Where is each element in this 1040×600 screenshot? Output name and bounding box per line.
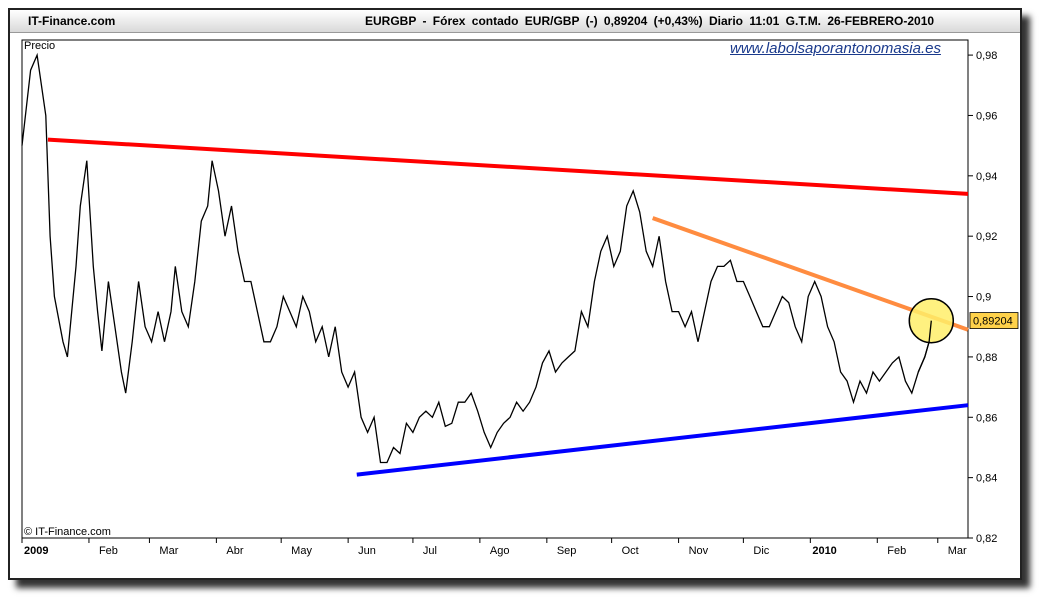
price-chart: Precio © IT-Finance.com 0,82 0,84 0,86 0,88 0,… xyxy=(21,39,1019,557)
y-tick-label: 0,84 xyxy=(976,473,997,485)
x-tick-label: Feb xyxy=(887,545,906,557)
watermark-link[interactable]: www.labolsaporantonomasia.es xyxy=(730,40,941,57)
x-tick-label: Oct xyxy=(622,545,639,557)
x-tick-label: Mar xyxy=(159,545,178,557)
x-tick-label: May xyxy=(291,545,312,557)
x-tick-label: Nov xyxy=(689,545,709,557)
x-tick-label: Abr xyxy=(226,545,243,557)
chart-header: IT-Finance.com EURGBP - Fórex contado EU… xyxy=(10,10,1020,33)
support-trendline xyxy=(356,403,969,477)
x-tick-label: Sep xyxy=(557,545,577,557)
x-tick-label: Jul xyxy=(423,545,437,557)
quote-summary: EURGBP - Fórex contado EUR/GBP (-) 0,892… xyxy=(365,14,935,28)
plot-area xyxy=(21,39,969,539)
last-price-label: 0,89204 xyxy=(973,316,1013,328)
brand-label: IT-Finance.com xyxy=(28,14,116,28)
y-tick-label: 0,86 xyxy=(976,412,997,424)
x-tick-label: Mar xyxy=(948,545,967,557)
highlight-circle xyxy=(908,297,955,344)
y-tick-label: 0,98 xyxy=(976,50,997,62)
resistance-trendline xyxy=(47,137,969,196)
price-series-line xyxy=(21,52,932,464)
x-tick-label: Ago xyxy=(490,545,510,557)
last-price-badge xyxy=(969,312,1019,329)
x-tick-label: Dic xyxy=(753,545,769,557)
y-tick-label: 0,94 xyxy=(976,171,997,183)
y-tick-label: 0,82 xyxy=(976,533,997,545)
y-tick-label: 0,92 xyxy=(976,231,997,243)
x-tick-label: 2009 xyxy=(24,545,48,557)
x-tick-label: Feb xyxy=(99,545,118,557)
y-tick-label: 0,9 xyxy=(976,292,991,304)
copyright-label: © IT-Finance.com xyxy=(24,526,111,538)
y-axis-title: Precio xyxy=(24,40,55,52)
price-series-line-tail xyxy=(917,320,932,373)
y-tick-label: 0,88 xyxy=(976,352,997,364)
chart-window: IT-Finance.com EURGBP - Fórex contado EU… xyxy=(8,8,1022,580)
x-tick-label: 2010 xyxy=(812,545,836,557)
x-tick-label: Jun xyxy=(358,545,376,557)
y-tick-label: 0,96 xyxy=(976,110,997,122)
